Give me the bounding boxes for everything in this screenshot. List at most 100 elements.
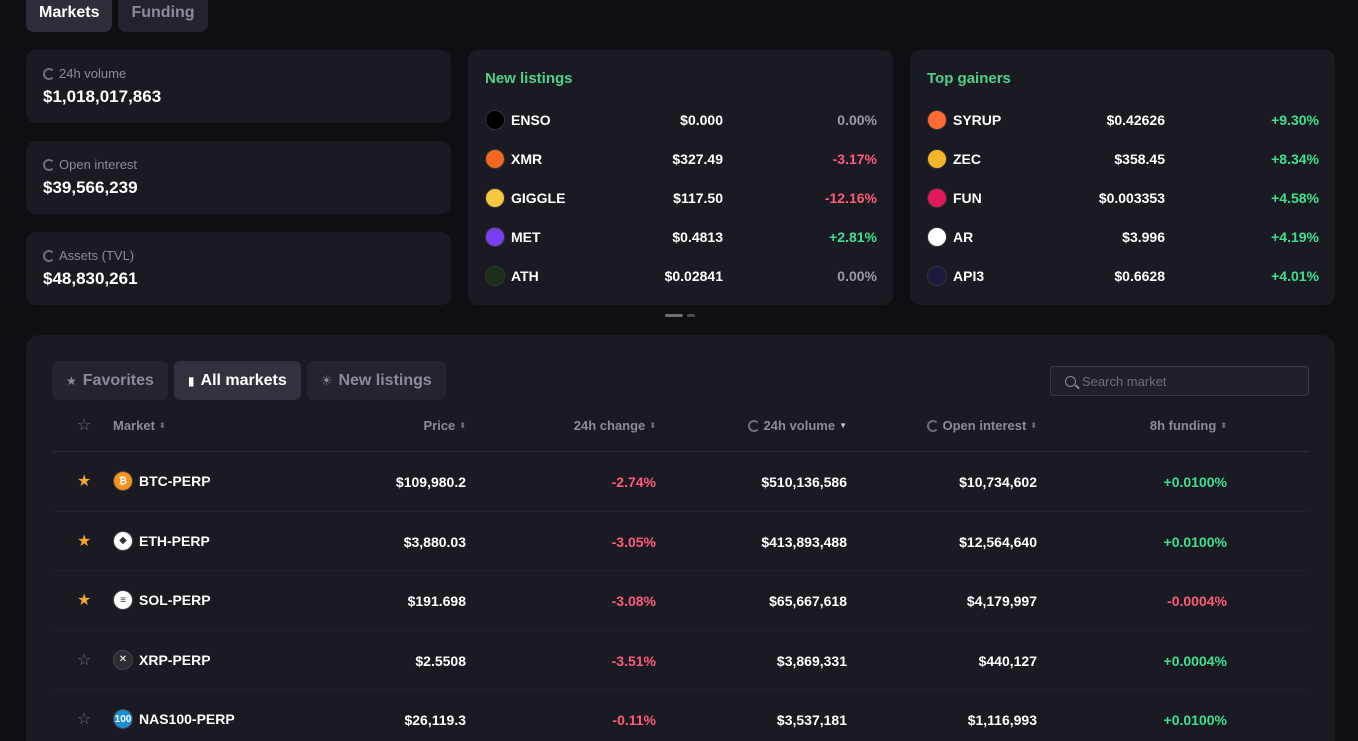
table-row[interactable]: ★ ◆ ETH-PERP $3,880.03 -3.05% $413,893,488 $12… xyxy=(52,512,1309,571)
list-item[interactable]: MET $0.4813 +2.81% xyxy=(485,217,877,256)
list-item-change: 0.00% xyxy=(837,267,877,284)
market-funding: +0.0100% xyxy=(1163,712,1227,728)
new-listings-list: ENSO $0.000 0.00% XMR $327.49 -3.17% GIGGLE $11… xyxy=(485,100,877,295)
col-price[interactable]: Price ⬍ xyxy=(423,418,466,433)
markets-panel: ★Favorites ▮All markets ☀New listings ☆ … xyxy=(26,335,1335,741)
xrp-icon: ✕ xyxy=(113,649,133,670)
tab-markets[interactable]: Markets xyxy=(26,0,113,32)
ath-icon xyxy=(485,265,505,286)
stat-label: 24h volume xyxy=(59,66,127,81)
list-item-price: $0.6628 xyxy=(1114,267,1165,284)
list-item-symbol: SYRUP xyxy=(953,111,1002,128)
list-item-price: $358.45 xyxy=(1114,150,1165,167)
favorite-star-icon[interactable]: ★ xyxy=(77,592,92,609)
top-gainers-list: SYRUP $0.42626 +9.30% ZEC $358.45 +8.34% FUN $0… xyxy=(927,100,1319,295)
market-price: $26,119.3 xyxy=(404,712,466,728)
star-icon: ★ xyxy=(66,373,77,388)
lightbulb-icon: ☀ xyxy=(320,372,333,388)
list-item-change: -3.17% xyxy=(832,150,877,167)
list-item-price: $327.49 xyxy=(672,150,723,167)
list-item-symbol: ZEC xyxy=(953,150,981,167)
list-item[interactable]: GIGGLE $117.50 -12.16% xyxy=(485,178,877,217)
list-item-price: $0.000 xyxy=(680,111,723,128)
table-row[interactable]: ☆ ✕ XRP-PERP $2.5508 -3.51% $3,869,331 $440,12… xyxy=(52,631,1309,690)
list-item-price: $117.50 xyxy=(673,189,723,206)
ethereum-icon: ◆ xyxy=(113,530,133,551)
zcash-icon xyxy=(927,148,947,169)
tab-funding[interactable]: Funding xyxy=(118,0,208,32)
list-item[interactable]: XMR $327.49 -3.17% xyxy=(485,139,877,178)
sort-icon: ⬍ xyxy=(1030,420,1037,430)
market-open-interest: $4,179,997 xyxy=(966,593,1037,609)
tab-favorites[interactable]: ★ Favorites xyxy=(52,361,168,400)
carousel-dot[interactable] xyxy=(665,314,683,317)
carousel-dot[interactable] xyxy=(687,314,695,317)
sort-icon: ⬍ xyxy=(158,420,166,430)
list-item[interactable]: ZEC $358.45 +8.34% xyxy=(927,139,1319,178)
table-header: ☆ Market ⬍ Price ⬍ 24h change ⬍ 24h volume ▼… xyxy=(52,407,1309,452)
bar-chart-icon: ▮ xyxy=(187,373,195,388)
market-change: -0.11% xyxy=(612,712,656,728)
favorite-star-icon[interactable]: ☆ xyxy=(77,711,92,728)
solana-icon: ≡ xyxy=(113,590,133,610)
market-volume: $3,869,331 xyxy=(776,652,847,669)
table-row[interactable]: ★ ≡ SOL-PERP $191.698 -3.08% $65,667,618 $4,17… xyxy=(52,571,1309,631)
cycle-icon xyxy=(43,249,55,262)
search-input[interactable] xyxy=(1082,373,1282,389)
filter-tabs: ★ Favorites ▮ All markets ☀ New listings xyxy=(52,361,446,400)
sort-icon: ⬍ xyxy=(1220,420,1227,430)
list-item-symbol: ENSO xyxy=(511,111,551,128)
list-item[interactable]: AR $3.996 +4.19% xyxy=(927,217,1319,256)
market-funding: +0.0004% xyxy=(1163,652,1227,669)
table-body: ★ ₿ BTC-PERP $109,980.2 -2.74% $510,136,586 $1… xyxy=(52,452,1309,741)
market-price: $109,980.2 xyxy=(395,474,466,490)
carousel-dots[interactable] xyxy=(665,314,695,317)
market-name: ETH-PERP xyxy=(139,532,210,549)
list-item[interactable]: FUN $0.003353 +4.58% xyxy=(927,178,1319,217)
list-item-price: $0.003353 xyxy=(1098,189,1165,206)
monero-icon xyxy=(485,148,505,169)
list-item-change: +4.19% xyxy=(1271,228,1319,245)
list-item-change: +4.01% xyxy=(1271,267,1319,284)
list-item-symbol: MET xyxy=(511,228,541,245)
stat-card-24h-volume: 24h volume $1,018,017,863 xyxy=(26,50,451,123)
sort-icon: ⬍ xyxy=(649,420,656,430)
enso-icon xyxy=(485,109,505,130)
list-item[interactable]: API3 $0.6628 +4.01% xyxy=(927,256,1319,295)
sort-icon: ⬍ xyxy=(459,420,466,430)
new-listings-card: New listings ENSO $0.000 0.00% XMR $327.49 -3… xyxy=(468,50,893,305)
col-market[interactable]: Market ⬍ xyxy=(113,418,166,433)
list-item[interactable]: ENSO $0.000 0.00% xyxy=(485,100,877,139)
col-24h-change[interactable]: 24h change ⬍ xyxy=(573,418,656,433)
tab-new-listings[interactable]: ☀ New listings xyxy=(306,361,446,400)
new-listings-title: New listings xyxy=(485,70,573,87)
favorite-star-icon[interactable]: ☆ xyxy=(77,651,92,669)
cycle-icon xyxy=(43,158,55,171)
col-24h-volume[interactable]: 24h volume ▼ xyxy=(747,418,847,433)
stat-value: $48,830,261 xyxy=(43,269,138,288)
table-row[interactable]: ★ ₿ BTC-PERP $109,980.2 -2.74% $510,136,586 $1… xyxy=(52,452,1309,512)
stat-card-tvl: Assets (TVL) $48,830,261 xyxy=(26,232,451,305)
col-8h-funding[interactable]: 8h funding ⬍ xyxy=(1149,418,1227,433)
col-open-interest[interactable]: Open interest ⬍ xyxy=(926,418,1037,433)
market-open-interest: $1,116,993 xyxy=(967,712,1037,728)
list-item-change: +4.58% xyxy=(1271,189,1319,206)
market-volume: $65,667,618 xyxy=(769,593,847,609)
market-funding: -0.0004% xyxy=(1167,593,1227,609)
list-item-symbol: XMR xyxy=(511,150,543,167)
list-item[interactable]: ATH $0.02841 0.00% xyxy=(485,256,877,295)
market-change: -3.05% xyxy=(611,533,656,550)
top-gainers-title: Top gainers xyxy=(927,70,1011,87)
market-price: $191.698 xyxy=(407,593,466,609)
favorite-star-icon[interactable]: ★ xyxy=(77,473,92,490)
list-item-price: $0.42626 xyxy=(1106,111,1165,128)
market-open-interest: $10,734,602 xyxy=(959,474,1037,490)
bitcoin-icon: ₿ xyxy=(113,471,133,491)
star-icon: ☆ xyxy=(77,417,92,434)
search-box[interactable] xyxy=(1050,366,1309,396)
list-item[interactable]: SYRUP $0.42626 +9.30% xyxy=(927,100,1319,139)
tab-all-markets[interactable]: ▮ All markets xyxy=(173,361,301,400)
table-row[interactable]: ☆ 100 NAS100-PERP $26,119.3 -0.11% $3,537,181… xyxy=(52,690,1309,741)
top-tabs: Markets Funding xyxy=(26,0,208,32)
favorite-star-icon[interactable]: ★ xyxy=(77,532,92,550)
